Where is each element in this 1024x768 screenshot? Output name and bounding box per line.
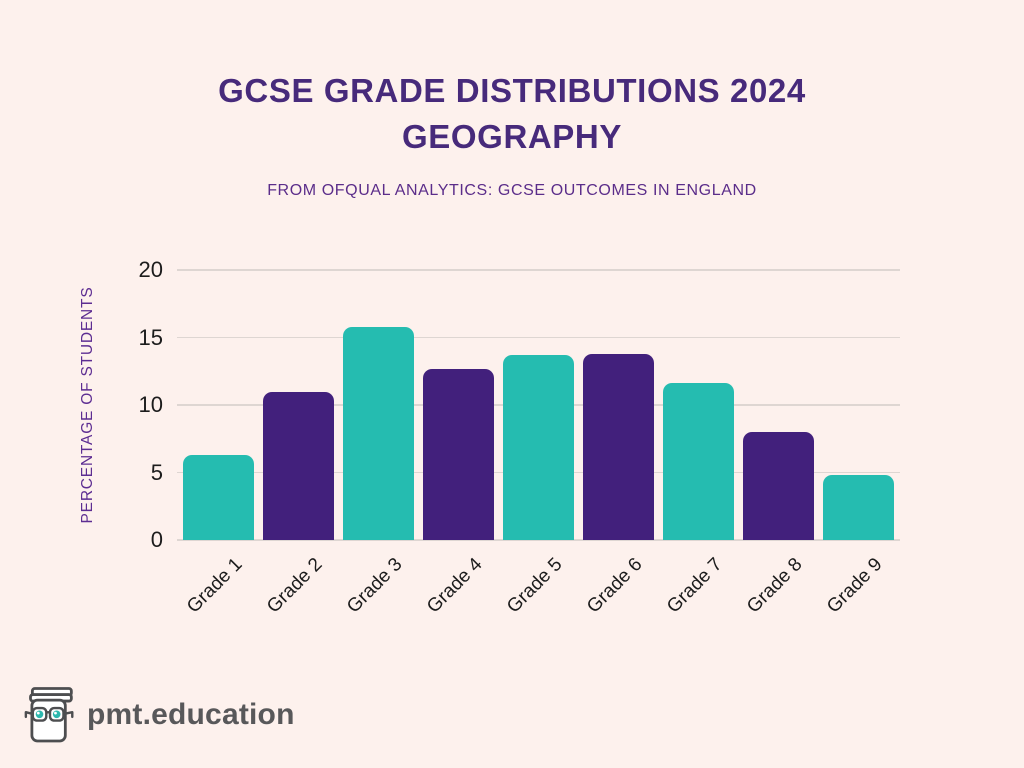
x-tick-label-2: Grade 2 [262, 554, 327, 618]
y-tick-label-10: 10 [138, 392, 163, 417]
gridline-0 [177, 539, 900, 541]
bar-grade-4 [423, 368, 494, 540]
pmt-logo: pmt.education [24, 686, 295, 744]
bar-grade-6 [583, 353, 654, 540]
bar-cell-3: Grade 3 [343, 270, 414, 617]
x-tick-label-3: Grade 3 [342, 554, 407, 618]
plot-area: Grade 1 Grade 2 Grade 3 Grade 4 Grade 5 Grade… [177, 269, 900, 617]
chart-subtitle: FROM OFQUAL ANALYTICS: GCSE OUTCOMES IN … [267, 182, 757, 199]
x-tick-label-7: Grade 7 [662, 554, 727, 618]
bar-grade-8 [743, 432, 814, 540]
y-axis-ticks: 0 5 10 15 20 [95, 257, 163, 552]
y-tick-label-20: 20 [138, 257, 163, 282]
gridline-15 [177, 336, 900, 339]
x-tick-label-8: Grade 8 [742, 554, 807, 618]
chart-title-line1: GCSE GRADE DISTRIBUTIONS 2024 [218, 72, 806, 109]
x-tick-label-5: Grade 5 [502, 554, 567, 618]
y-tick-label-0: 0 [150, 527, 163, 552]
bar-cell-8: Grade 8 [743, 270, 814, 617]
bars-layer: Grade 1 Grade 2 Grade 3 Grade 4 Grade 5 Grade… [177, 270, 900, 617]
chart-header: GCSE GRADE DISTRIBUTIONS 2024 GEOGRAPHY … [0, 68, 1024, 200]
bar-grade-3 [343, 326, 414, 540]
pmt-mascot-icon [24, 687, 74, 743]
bar-cell-7: Grade 7 [663, 270, 734, 617]
bar-cell-9: Grade 9 [823, 270, 894, 617]
x-tick-label-9: Grade 9 [822, 554, 887, 618]
bar-cell-1: Grade 1 [183, 270, 254, 617]
chart-title: GCSE GRADE DISTRIBUTIONS 2024 GEOGRAPHY [0, 68, 1024, 160]
bar-cell-5: Grade 5 [503, 270, 574, 617]
x-tick-label-1: Grade 1 [182, 554, 247, 618]
gridline-20 [177, 269, 900, 271]
bar-grade-5 [503, 355, 574, 540]
bar-cell-4: Grade 4 [423, 270, 494, 617]
bar-grade-9 [823, 475, 894, 540]
x-tick-label-6: Grade 6 [582, 554, 647, 618]
bar-grade-1 [183, 454, 254, 540]
bar-cell-6: Grade 6 [583, 270, 654, 617]
y-tick-label-5: 5 [150, 459, 163, 485]
bar-grade-2 [263, 391, 334, 540]
x-tick-label-4: Grade 4 [422, 554, 487, 618]
bar-cell-2: Grade 2 [263, 270, 334, 617]
chart-title-line2: GEOGRAPHY [402, 118, 622, 155]
bar-grade-7 [663, 383, 734, 540]
y-tick-label-15: 15 [138, 324, 163, 350]
pmt-logo-text: pmt.education [87, 698, 295, 731]
